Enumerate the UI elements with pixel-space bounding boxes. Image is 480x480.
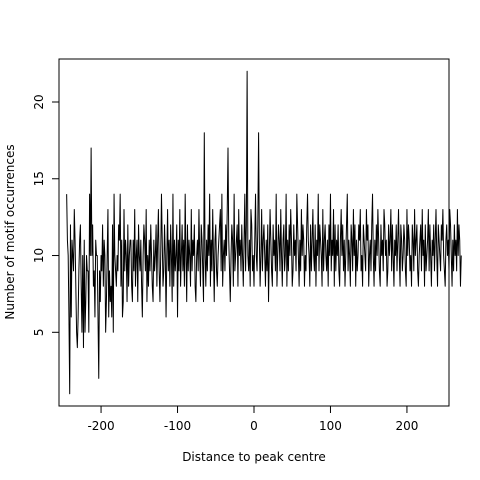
x-axis-label: Distance to peak centre: [182, 450, 326, 464]
y-tick-label: 20: [32, 94, 46, 109]
x-axis: -200 -100 0 100 200: [87, 405, 418, 433]
x-tick-label: 0: [250, 419, 258, 433]
y-axis: 5 10 15 20: [32, 94, 60, 336]
series-line-0: [66, 70, 462, 395]
y-tick-label: 15: [32, 171, 46, 186]
series-layer: [66, 70, 462, 395]
x-tick-label: 100: [319, 419, 342, 433]
y-tick-label: 5: [32, 328, 46, 336]
x-tick-label: 200: [395, 419, 418, 433]
y-axis-label: Number of motif occurrences: [3, 144, 17, 319]
x-tick-label: -200: [87, 419, 114, 433]
x-tick-label: -100: [164, 419, 191, 433]
y-tick-label: 10: [32, 248, 46, 263]
